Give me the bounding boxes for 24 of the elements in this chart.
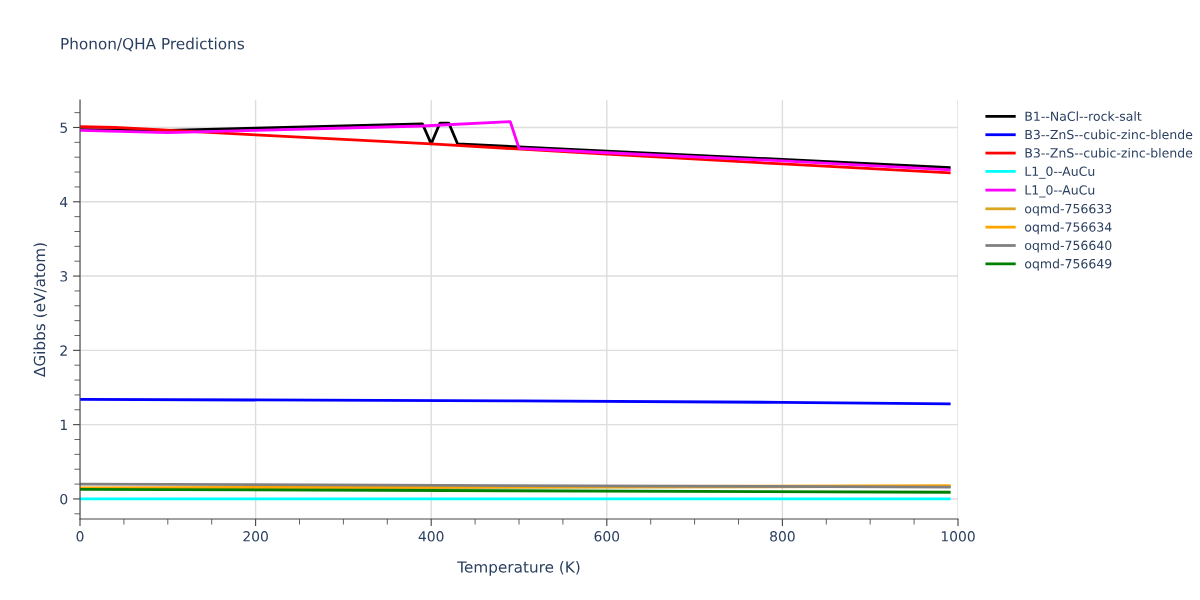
- chart-title: Phonon/QHA Predictions: [61, 37, 245, 52]
- x-tick-label: 400: [418, 531, 444, 542]
- x-tick-label: 600: [594, 531, 620, 542]
- legend-label: oqmd-756640: [1025, 240, 1112, 253]
- x-tick-label: 200: [243, 531, 268, 542]
- legend-label: oqmd-756633: [1025, 203, 1112, 216]
- y-tick-label: 0: [60, 493, 68, 505]
- x-tick-label: 1000: [941, 531, 975, 542]
- legend-label: L1_0--AuCu: [1025, 166, 1095, 179]
- y-tick-label: 2: [60, 345, 67, 356]
- x-tick-label: 800: [770, 531, 795, 542]
- y-tick-label: 3: [60, 271, 68, 282]
- x-axis-title: Temperature (K): [457, 560, 580, 576]
- legend-label: oqmd-756634: [1025, 222, 1112, 235]
- legend-label: L1_0--AuCu: [1025, 185, 1095, 198]
- legend-label: B3--ZnS--cubic-zinc-blende: [1025, 147, 1193, 158]
- y-tick-label: 4: [60, 196, 68, 208]
- y-tick-label: 5: [60, 122, 67, 133]
- legend-label: oqmd-756649: [1025, 258, 1112, 271]
- legend-label: B3--ZnS--cubic-zinc-blende: [1025, 129, 1193, 140]
- x-tick-label: 0: [76, 531, 84, 542]
- y-axis-title: ΔGibbs (eV/atom): [33, 243, 48, 377]
- legend-label: B1--NaCl--rock-salt: [1025, 111, 1142, 121]
- y-tick-label: 1: [60, 419, 67, 430]
